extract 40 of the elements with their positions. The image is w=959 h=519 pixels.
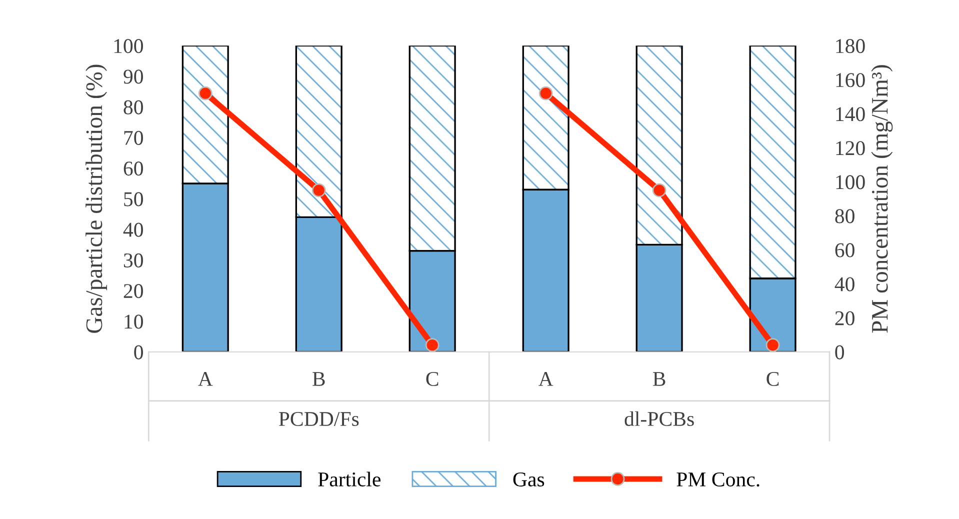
- point: [198, 86, 212, 100]
- text: PCDD/Fs: [278, 412, 359, 426]
- y-tick-label: 10: [124, 314, 143, 329]
- y2-tick-label: 80: [835, 209, 854, 224]
- x-tick-label: C: [426, 372, 438, 386]
- y-tick-label: 50: [124, 192, 143, 206]
- y2-tick-label: 100: [836, 175, 865, 190]
- y2-tick-label: 140: [836, 107, 865, 122]
- y2-tick-label: 40: [834, 277, 854, 292]
- y-tick-label: 20: [124, 284, 143, 298]
- text: dl-PCBs: [624, 411, 694, 426]
- y-tick-label: 80: [124, 100, 143, 114]
- x-tick-label: B: [652, 372, 666, 386]
- point: [652, 183, 666, 198]
- y2-tick-label: 0: [835, 345, 844, 360]
- y-tick-label: 40: [123, 222, 143, 237]
- x-tick-label: A: [198, 372, 213, 386]
- point: [538, 86, 553, 100]
- legend-label: Gas: [513, 472, 544, 486]
- y2-tick-label: 160: [836, 73, 865, 88]
- y-tick-label: 0: [134, 345, 143, 360]
- y-tick-label: 100: [114, 39, 143, 54]
- y2-tick-label: 120: [836, 141, 865, 156]
- y-tick-label: 70: [124, 130, 143, 145]
- point: [766, 338, 780, 352]
- y-tick-label: 30: [124, 253, 143, 268]
- y2-tick-label: 60: [835, 243, 854, 258]
- x-tick-label: B: [312, 372, 325, 386]
- point: [425, 338, 440, 352]
- x-tick-label: C: [766, 372, 779, 386]
- y-tick-label: 90: [124, 70, 143, 84]
- y-axis-title: Gas/particle distribution (%): [86, 64, 107, 333]
- y-tick-label: 60: [124, 162, 143, 176]
- y2-tick-label: 20: [835, 311, 854, 326]
- point: [312, 183, 326, 198]
- legend-label: Particle: [318, 472, 380, 486]
- y2-axis-title: PM concentration (mg/Nm³): [871, 65, 893, 333]
- legend-label: PM Conc.: [676, 472, 760, 487]
- y2-tick-label: 180: [836, 39, 865, 54]
- x-tick-label: A: [538, 372, 554, 386]
